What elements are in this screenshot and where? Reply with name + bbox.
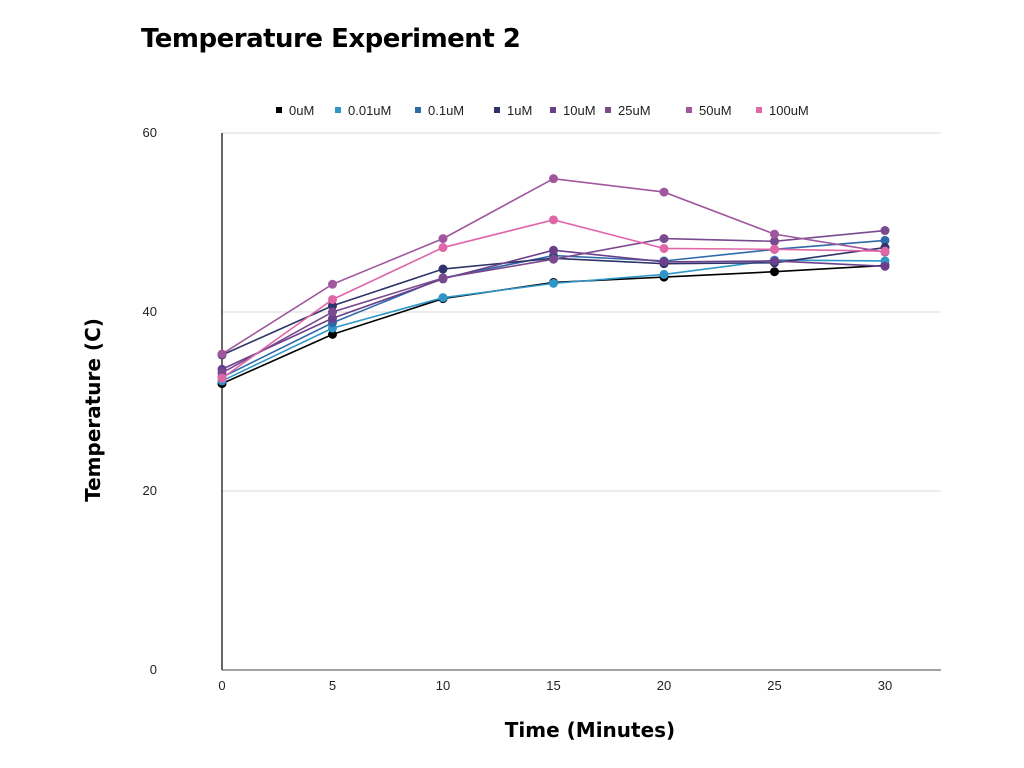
gridlines	[222, 133, 941, 670]
data-point	[770, 230, 779, 239]
data-point	[328, 280, 337, 289]
data-point	[660, 234, 669, 243]
legend-swatch	[276, 107, 282, 113]
legend-label: 0.01uM	[348, 103, 391, 118]
data-point	[660, 188, 669, 197]
x-tick-label: 5	[329, 678, 336, 693]
data-point	[660, 257, 669, 266]
legend-swatch	[335, 107, 341, 113]
data-point	[770, 245, 779, 254]
data-point	[770, 256, 779, 265]
series-50uM	[218, 174, 890, 358]
y-tick-label: 20	[143, 483, 157, 498]
data-point	[328, 308, 337, 317]
data-point	[549, 279, 558, 288]
legend-label: 25uM	[618, 103, 651, 118]
x-tick-label: 0	[218, 678, 225, 693]
legend-label: 1uM	[507, 103, 532, 118]
x-axis-title: Time (Minutes)	[505, 718, 675, 742]
y-tick-label: 0	[150, 662, 157, 677]
legend-label: 10uM	[563, 103, 596, 118]
data-point	[549, 174, 558, 183]
legend-swatch	[415, 107, 421, 113]
y-tick-label: 40	[143, 304, 157, 319]
y-tick-label: 60	[143, 125, 157, 140]
legend-swatch	[494, 107, 500, 113]
legend-swatch	[686, 107, 692, 113]
series-lines	[218, 174, 890, 388]
data-point	[881, 226, 890, 235]
legend-swatch	[605, 107, 611, 113]
legend-label: 50uM	[699, 103, 732, 118]
data-point	[218, 350, 227, 359]
data-point	[439, 234, 448, 243]
data-point	[218, 374, 227, 383]
x-tick-label: 15	[546, 678, 560, 693]
data-point	[549, 246, 558, 255]
data-point	[660, 244, 669, 253]
legend-swatch	[756, 107, 762, 113]
series-line	[222, 250, 885, 369]
x-tick-label: 20	[657, 678, 671, 693]
data-point	[439, 273, 448, 282]
series-line	[222, 220, 885, 378]
line-chart: 0 20 40 60 0 5 10 15 20 25 30 0uM 0.01uM 0.1uM 1uM 10u…	[0, 0, 1024, 768]
data-point	[881, 262, 890, 271]
axes: 0 20 40 60 0 5 10 15 20 25 30	[143, 125, 941, 693]
data-point	[549, 215, 558, 224]
data-point	[881, 247, 890, 256]
legend-label: 0uM	[289, 103, 314, 118]
data-point	[439, 243, 448, 252]
data-point	[439, 293, 448, 302]
legend-swatch	[550, 107, 556, 113]
x-tick-label: 10	[436, 678, 450, 693]
legend-label: 100uM	[769, 103, 809, 118]
data-point	[328, 295, 337, 304]
data-point	[549, 255, 558, 264]
legend: 0uM 0.01uM 0.1uM 1uM 10uM 25uM 50uM 100uM	[276, 103, 809, 118]
data-point	[770, 267, 779, 276]
legend-label: 0.1uM	[428, 103, 464, 118]
data-point	[660, 270, 669, 279]
x-tick-label: 30	[878, 678, 892, 693]
data-point	[439, 265, 448, 274]
x-tick-label: 25	[767, 678, 781, 693]
y-axis-title: Temperature (C)	[81, 318, 105, 502]
